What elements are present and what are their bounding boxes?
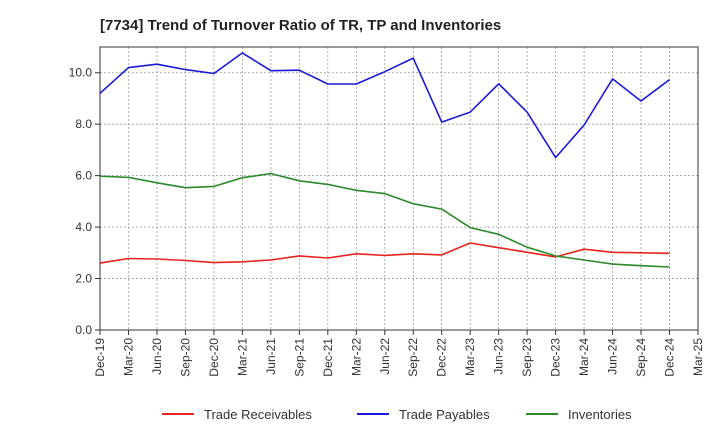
y-tick-label: 0.0 bbox=[75, 323, 92, 337]
y-tick-label: 4.0 bbox=[75, 220, 92, 234]
x-tick-label: Sep-24 bbox=[634, 338, 648, 377]
series-line-inventories bbox=[99, 172, 670, 268]
x-tick-label: Jun-23 bbox=[492, 338, 506, 375]
chart-title: [7734] Trend of Turnover Ratio of TR, TP… bbox=[100, 17, 501, 34]
x-tick-label: Jun-22 bbox=[378, 338, 392, 375]
x-tick-label: Dec-20 bbox=[207, 338, 221, 377]
x-tick-label: Mar-25 bbox=[691, 338, 705, 376]
grid bbox=[100, 47, 698, 330]
series-line-trade-receivables bbox=[99, 242, 670, 264]
series-line-trade-payables bbox=[99, 52, 670, 159]
y-axis-ticks: 0.0 2.0 4.0 6.0 8.0 10.0 bbox=[69, 66, 100, 337]
x-tick-label: Jun-24 bbox=[606, 338, 620, 375]
x-tick-label: Sep-22 bbox=[406, 338, 420, 377]
x-tick-label: Sep-20 bbox=[178, 338, 192, 377]
series-group bbox=[99, 52, 670, 268]
x-tick-label: Mar-22 bbox=[349, 338, 363, 376]
x-tick-label: Mar-20 bbox=[121, 338, 135, 376]
x-tick-label: Dec-19 bbox=[93, 338, 107, 377]
y-tick-label: 2.0 bbox=[75, 272, 92, 286]
x-tick-label: Mar-23 bbox=[463, 338, 477, 376]
x-tick-label: Dec-22 bbox=[435, 338, 449, 377]
axes bbox=[99, 46, 699, 331]
x-tick-label: Dec-24 bbox=[663, 338, 677, 377]
x-tick-label: Dec-23 bbox=[549, 338, 563, 377]
legend-label: Inventories bbox=[568, 407, 632, 422]
legend-label: Trade Receivables bbox=[204, 407, 312, 422]
y-tick-label: 6.0 bbox=[75, 169, 92, 183]
x-tick-label: Dec-21 bbox=[321, 338, 335, 377]
y-tick-label: 8.0 bbox=[75, 117, 92, 131]
x-tick-label: Jun-20 bbox=[150, 338, 164, 375]
y-tick-label: 10.0 bbox=[69, 66, 93, 80]
x-tick-label: Mar-21 bbox=[235, 338, 249, 376]
x-tick-label: Sep-23 bbox=[520, 338, 534, 377]
x-axis-ticks: Dec-19 Mar-20 Jun-20 Sep-20 Dec-20 Mar-21 Jun-… bbox=[93, 330, 705, 377]
legend: Trade Receivables Trade Payables Inventori… bbox=[162, 407, 632, 422]
x-tick-label: Sep-21 bbox=[292, 338, 306, 377]
x-tick-label: Mar-24 bbox=[577, 338, 591, 376]
x-tick-label: Jun-21 bbox=[264, 338, 278, 375]
legend-label: Trade Payables bbox=[399, 407, 490, 422]
plot-frame bbox=[99, 46, 699, 331]
